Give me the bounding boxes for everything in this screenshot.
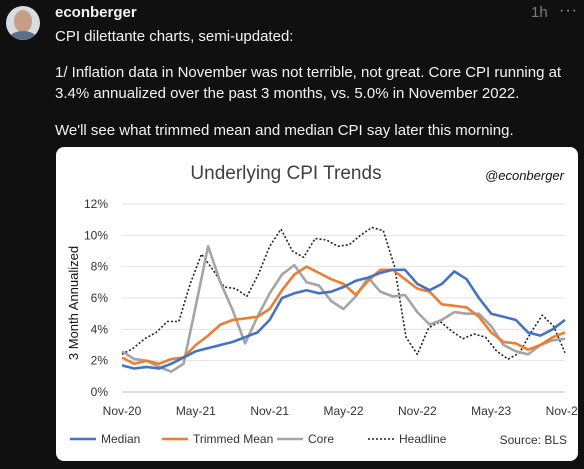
series-line-core	[121, 245, 566, 373]
author-name[interactable]: econberger	[55, 4, 137, 21]
x-tick-label: May-23	[471, 404, 511, 418]
post-timestamp: 1h	[531, 4, 548, 21]
y-tick-label: 8%	[91, 260, 109, 274]
legend-label: Trimmed Mean	[193, 432, 273, 446]
chart-handle: @econberger	[485, 168, 565, 183]
y-tick-label: 12%	[84, 197, 108, 211]
y-axis-label: 3 Month Annualized	[66, 246, 81, 360]
post-text-line-3: 3.4% annualized over the past 3 months, …	[55, 85, 520, 102]
post-text-line-4: We'll see what trimmed mean and median C…	[55, 122, 514, 139]
x-tick-label: May-22	[323, 404, 363, 418]
x-tick-label: Nov-20	[103, 404, 142, 418]
y-tick-label: 4%	[91, 322, 109, 336]
chart-source: Source: BLS	[500, 433, 567, 447]
avatar[interactable]	[6, 6, 40, 40]
avatar-face	[14, 10, 32, 32]
y-tick-label: 0%	[91, 385, 109, 399]
chart-title: Underlying CPI Trends	[190, 163, 381, 184]
post-text-line-1: CPI dilettante charts, semi-updated:	[55, 28, 294, 45]
series-line-headline	[121, 226, 566, 360]
avatar-body	[9, 31, 37, 40]
chart-image[interactable]: Underlying CPI Trends @econberger 3 Mont…	[56, 147, 578, 461]
y-tick-label: 10%	[84, 228, 108, 242]
series-line-trimmed-mean	[121, 265, 566, 366]
chart-svg: Underlying CPI Trends @econberger 3 Mont…	[66, 163, 578, 447]
legend-label: Core	[308, 432, 334, 446]
y-tick-label: 2%	[91, 354, 109, 368]
x-tick-label: Nov-23	[546, 404, 578, 418]
y-tick-label: 6%	[91, 291, 109, 305]
x-tick-label: Nov-21	[250, 404, 289, 418]
x-tick-label: May-21	[176, 404, 216, 418]
post-text-line-2: 1/ Inflation data in November was not te…	[55, 64, 562, 81]
series-line-median	[121, 268, 566, 370]
more-options-icon[interactable]: ···	[559, 2, 578, 19]
legend-label: Median	[101, 432, 140, 446]
legend-label: Headline	[399, 432, 447, 446]
x-tick-label: Nov-22	[398, 404, 437, 418]
